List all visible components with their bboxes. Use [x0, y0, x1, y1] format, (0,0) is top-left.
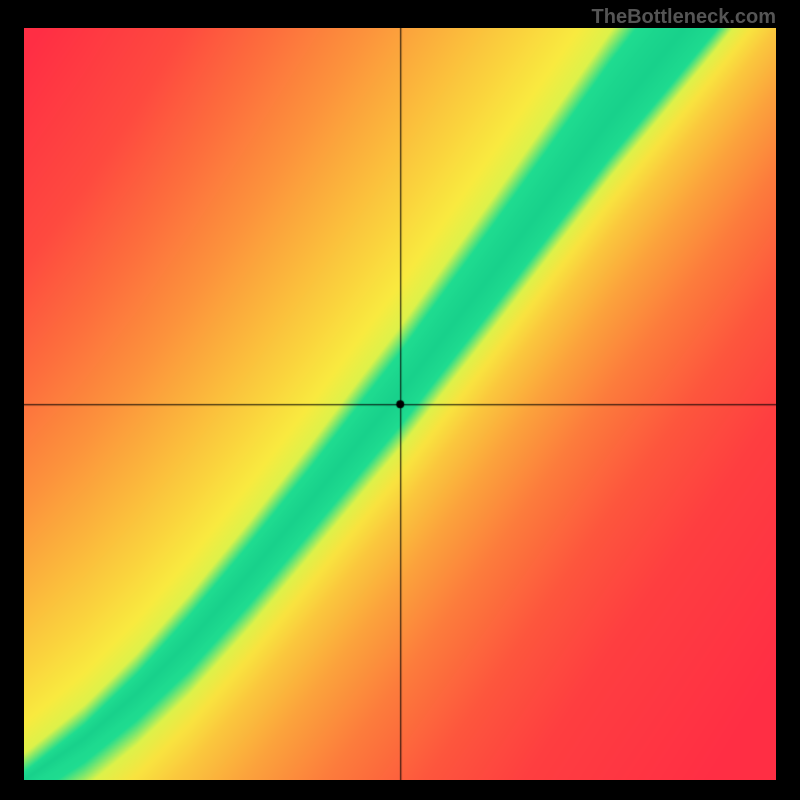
watermark-text: TheBottleneck.com	[592, 6, 776, 29]
heatmap-canvas	[24, 28, 776, 780]
heatmap-plot	[24, 28, 776, 780]
